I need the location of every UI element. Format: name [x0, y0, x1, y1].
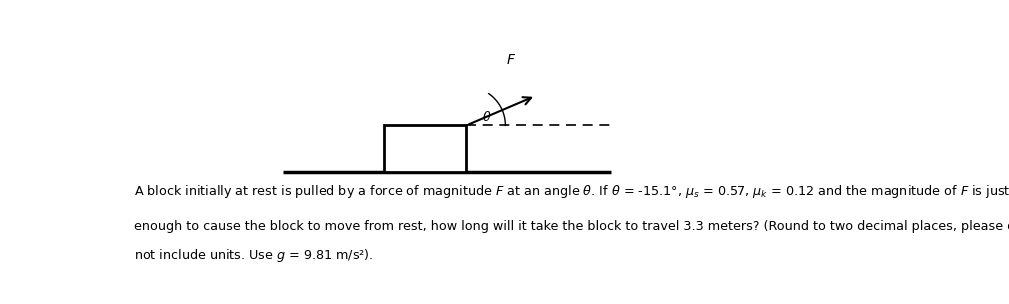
Text: enough to cause the block to move from rest, how long will it take the block to : enough to cause the block to move from r…: [134, 220, 1009, 233]
Text: not include units. Use $g$ = 9.81 m/s²).: not include units. Use $g$ = 9.81 m/s²).: [134, 247, 373, 264]
Bar: [384, 126, 466, 172]
Text: A block initially at rest is pulled by a force of magnitude $F$ at an angle $\th: A block initially at rest is pulled by a…: [134, 183, 1009, 200]
Text: $F$: $F$: [506, 53, 516, 67]
Text: $\theta$: $\theta$: [482, 110, 491, 124]
